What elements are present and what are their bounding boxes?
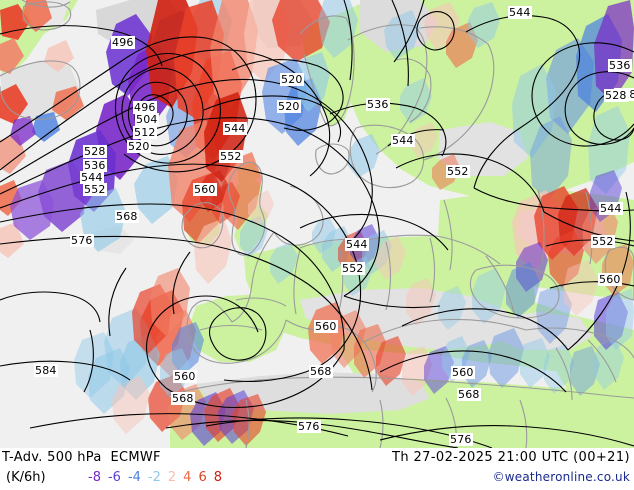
color-scale-legend[interactable]: -8 -6 -4 -2 2 4 6 8 <box>88 470 222 485</box>
copyright-label: ©weatheronline.co.uk <box>492 470 630 484</box>
scale-tick-4[interactable]: 4 <box>183 470 192 485</box>
footer-row-top: T-Adv. 500 hPa ECMWF Th 27-02-2025 21:00… <box>0 448 634 469</box>
scale-tick-neg6[interactable]: -6 <box>107 470 121 485</box>
valid-time-label: Th 27-02-2025 21:00 UTC (00+21) <box>391 450 630 465</box>
footer-row-bottom: (K/6h) -8 -6 -4 -2 2 4 6 8 ©weatheronline.co.uk <box>0 468 634 489</box>
scale-tick-neg8[interactable]: -8 <box>88 470 101 485</box>
geopotential-contour-layer <box>0 0 634 448</box>
scale-tick-6[interactable]: 6 <box>198 470 207 485</box>
coastline-layer <box>0 0 634 448</box>
scale-tick-neg4[interactable]: -4 <box>127 470 141 485</box>
scale-tick-2[interactable]: 2 <box>167 470 177 485</box>
map-svg <box>0 0 634 448</box>
scale-tick-8[interactable]: 8 <box>213 470 222 485</box>
weather-map-canvas[interactable]: 496 496 504 512 520 520 520 528 528 528 536 536 536 5… <box>0 0 634 448</box>
scale-tick-neg2[interactable]: -2 <box>147 470 161 485</box>
footer-bar: T-Adv. 500 hPa ECMWF Th 27-02-2025 21:00… <box>0 448 634 490</box>
product-title: T-Adv. 500 hPa ECMWF <box>2 450 161 465</box>
advection-field-layer <box>0 0 634 446</box>
units-label: (K/6h) <box>6 470 46 485</box>
